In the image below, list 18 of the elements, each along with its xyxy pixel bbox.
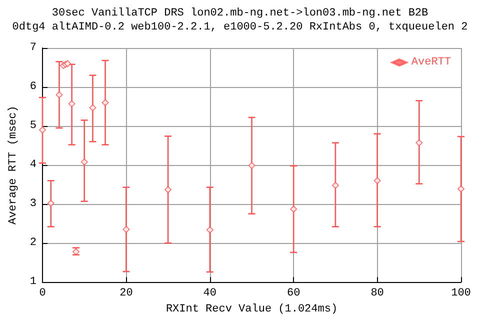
x-tick-label: 100 [451, 288, 471, 300]
y-axis-title: Average RTT (msec) [8, 106, 20, 224]
y-tick-label: 5 [30, 120, 36, 132]
chart-subtitle: 0dtg4 altAIMD-0.2 web100-2.2.1, e1000-5.2.20 RxIntAbs 0, txqueuelen 2 [12, 22, 468, 34]
x-tick-label: 40 [203, 288, 216, 300]
chart-title: 30sec VanillaTCP DRS lon02.mb-ng.net->lon03.mb-ng.net B2B [52, 8, 429, 20]
y-tick-label: 1 [30, 276, 37, 288]
x-tick-label: 20 [120, 288, 133, 300]
x-tick-label: 60 [287, 288, 300, 300]
x-tick-label: 80 [370, 288, 384, 300]
x-axis-title: RXInt Recv Value (1.024ms) [166, 304, 338, 316]
x-tick-label: 0 [39, 288, 46, 300]
y-tick-label: 3 [30, 198, 36, 210]
legend-label: AveRTT [411, 56, 452, 68]
y-tick-label: 7 [30, 42, 36, 54]
y-tick-label: 6 [30, 81, 36, 94]
y-tick-label: 2 [30, 237, 36, 250]
y-tick-label: 4 [30, 159, 37, 172]
